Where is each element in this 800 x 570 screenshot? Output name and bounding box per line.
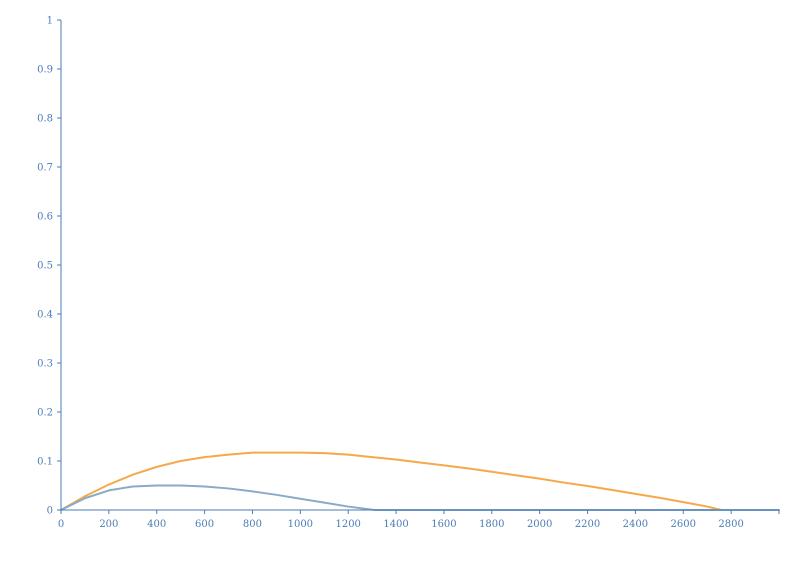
series-line-1: [60, 451, 780, 511]
x-tick-label: 1600: [431, 519, 456, 530]
axes-layer: [60, 20, 779, 511]
x-tick-label: 1400: [383, 519, 408, 530]
x-tick-label: 2400: [623, 519, 648, 530]
x-tick-label: 2800: [718, 519, 743, 530]
y-tick-label: 0: [47, 506, 53, 517]
y-tick-label: 0.5: [37, 261, 53, 272]
x-tick-label: 200: [99, 519, 118, 530]
y-tick-label: 1: [47, 16, 53, 27]
y-tick-label: 0.1: [37, 457, 53, 468]
x-tick-label: 2200: [575, 519, 600, 530]
y-tick-label: 0.4: [37, 310, 53, 321]
series-layer: [60, 451, 780, 511]
y-tick-label: 0.3: [37, 359, 53, 370]
x-tick-label: 0: [58, 519, 64, 530]
x-tick-label: 400: [147, 519, 166, 530]
y-tick-label: 0.2: [37, 408, 53, 419]
x-tick-label: 600: [195, 519, 214, 530]
x-tick-label: 1200: [335, 519, 360, 530]
x-tick-label: 2000: [527, 519, 552, 530]
series-line-2: [60, 484, 780, 511]
x-tick-label: 800: [243, 519, 262, 530]
x-tick-label: 1000: [288, 519, 313, 530]
x-tick-label: 1800: [479, 519, 504, 530]
ticks-layer: 0 0.1 0.2 0.3 0.4 0.5 0.6 0.7 0.8 0.9 1 0 200 400 600 8…: [37, 16, 780, 530]
x-tick-label: 2600: [671, 519, 696, 530]
y-tick-label: 0.7: [37, 163, 53, 174]
y-tick-label: 0.6: [37, 212, 53, 223]
y-tick-label: 0.9: [37, 65, 53, 76]
y-tick-label: 0.8: [37, 114, 53, 125]
